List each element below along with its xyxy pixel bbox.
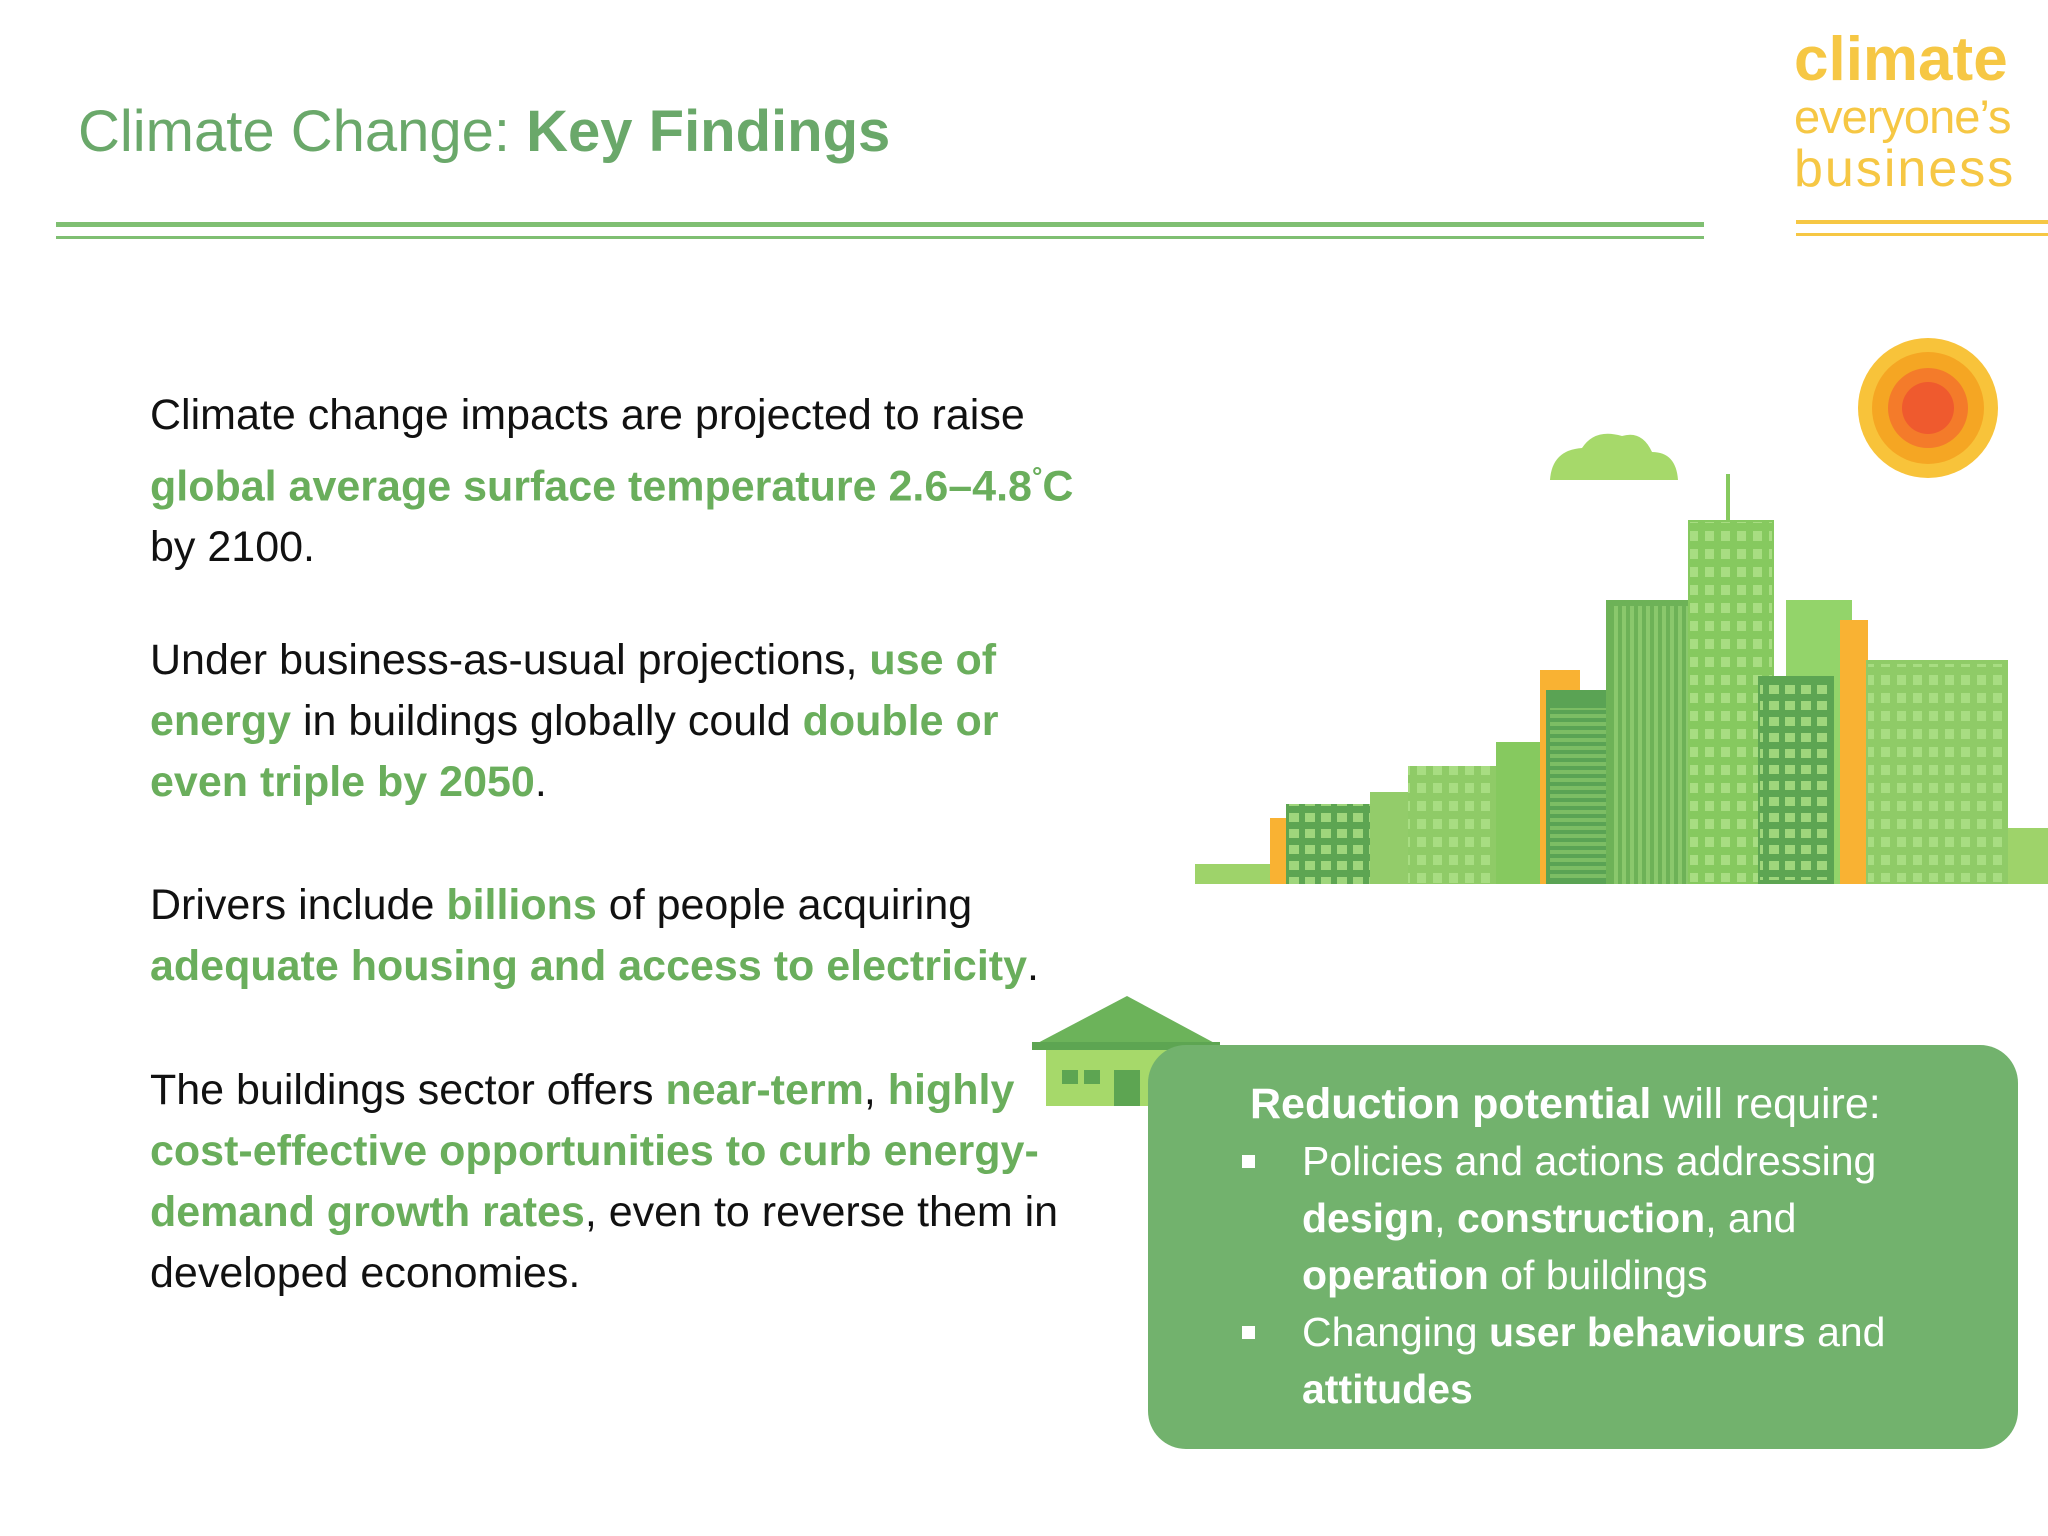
building-stripes bbox=[1610, 606, 1694, 884]
finding-drivers: Drivers include billions of people acqui… bbox=[150, 875, 1080, 997]
text: , bbox=[863, 1066, 888, 1114]
text: Policies and actions addressing bbox=[1302, 1138, 1877, 1184]
highlight: use of energy bbox=[150, 636, 997, 745]
text: Under business-as-usual projections, bbox=[150, 636, 870, 684]
highlight: user behaviours bbox=[1488, 1309, 1806, 1355]
callout-list: Policies and actions addressing design , … bbox=[1242, 1133, 1988, 1418]
text: Drivers include bbox=[150, 881, 447, 929]
sun-icon bbox=[1858, 338, 1998, 478]
callout-heading: Reduction potential will require: bbox=[1250, 1075, 1988, 1133]
text: Climate change impacts are projected to … bbox=[150, 391, 1025, 439]
reduction-potential-callout: Reduction potential will require: Polici… bbox=[1148, 1045, 2018, 1449]
logo-rule bbox=[1796, 220, 2048, 224]
building bbox=[1270, 818, 1286, 884]
cloud-icon bbox=[1550, 433, 1678, 480]
title-prefix: Climate Change: bbox=[78, 99, 527, 164]
text: . bbox=[1027, 942, 1039, 990]
text: by 2100. bbox=[150, 523, 315, 572]
text: , bbox=[1434, 1195, 1457, 1241]
finding-opportunities: The buildings sector offers near-term, h… bbox=[150, 1060, 1080, 1304]
title-rule-thin bbox=[56, 236, 1704, 239]
text: and bbox=[1805, 1309, 1886, 1355]
logo-line-3: business bbox=[1794, 140, 2016, 198]
building bbox=[1840, 620, 1868, 884]
text: . bbox=[534, 758, 547, 806]
highlight: highly cost-effective opportunities to c… bbox=[150, 1066, 1039, 1236]
page-title: Climate Change: Key Findings bbox=[78, 98, 890, 165]
highlight: operation bbox=[1302, 1252, 1489, 1298]
text: in buildings globally could bbox=[291, 697, 803, 745]
bullet-icon bbox=[1242, 1155, 1255, 1168]
highlight: billions bbox=[446, 881, 597, 929]
finding-energy-use: Under business-as-usual projections, use… bbox=[150, 630, 1080, 813]
logo-rule-thin bbox=[1796, 233, 2048, 236]
callout-heading-bold: Reduction potential bbox=[1250, 1080, 1652, 1128]
city-skyline-illustration bbox=[1195, 338, 2048, 884]
logo-line-1: climate bbox=[1794, 25, 2008, 94]
text: , even to reverse them in developed econ… bbox=[150, 1188, 1059, 1297]
bullet-icon bbox=[1242, 1326, 1255, 1339]
logo-line-2: everyone’s bbox=[1794, 90, 2011, 143]
ground bbox=[1195, 864, 1275, 884]
highlight: near-term bbox=[665, 1066, 864, 1114]
building-windows bbox=[1868, 664, 2006, 882]
highlight: design bbox=[1302, 1195, 1435, 1241]
callout-heading-rest: will require: bbox=[1651, 1080, 1881, 1128]
highlight: attitudes bbox=[1302, 1366, 1473, 1412]
highlight: global average surface temperature 2.6–4… bbox=[150, 462, 1032, 511]
list-item: Changing user behaviours and attitudes bbox=[1242, 1304, 1988, 1418]
title-bold: Key Findings bbox=[526, 99, 891, 164]
highlight: double or even triple by 2050 bbox=[150, 697, 999, 806]
building-windows bbox=[1760, 680, 1832, 880]
highlight: adequate housing and access to electrici… bbox=[150, 942, 1028, 990]
text: of people acquiring bbox=[596, 881, 973, 929]
building bbox=[2008, 828, 2048, 884]
text: The buildings sector offers bbox=[150, 1066, 666, 1114]
highlight: C bbox=[1042, 462, 1074, 511]
list-item: Policies and actions addressing design , … bbox=[1242, 1133, 1988, 1304]
title-rule bbox=[56, 222, 1704, 227]
antenna bbox=[1726, 474, 1730, 522]
degree-mark: ° bbox=[1031, 461, 1043, 491]
finding-temperature: Climate change impacts are projected to … bbox=[150, 385, 1080, 578]
text: of buildings bbox=[1488, 1252, 1708, 1298]
text: Changing bbox=[1302, 1309, 1489, 1355]
text: , and bbox=[1705, 1195, 1797, 1241]
brand-logo: climate everyone’s business bbox=[1794, 25, 2016, 198]
building bbox=[1496, 742, 1546, 884]
highlight: construction bbox=[1456, 1195, 1706, 1241]
